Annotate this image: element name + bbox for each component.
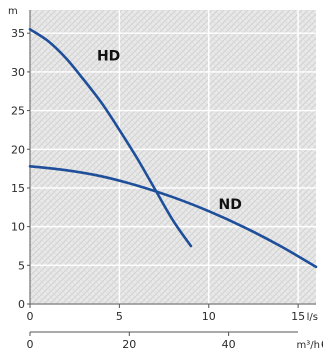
series-label-nd: ND bbox=[219, 197, 242, 213]
y-tick-label: 20 bbox=[11, 143, 25, 156]
y-tick-label: 15 bbox=[11, 182, 25, 195]
labels-group: HD ND bbox=[97, 48, 242, 213]
x2-axis-unit: m³/h bbox=[297, 340, 320, 351]
series-line-nd bbox=[28, 165, 318, 269]
x-tick-label: 15 bbox=[291, 310, 305, 323]
y-tick-label: 10 bbox=[11, 221, 25, 234]
y-tick-label: 25 bbox=[11, 105, 25, 118]
x2-tick-label: 40 bbox=[222, 338, 236, 351]
x-tick-label: 10 bbox=[202, 310, 216, 323]
x2-tick-label: 0 bbox=[27, 338, 34, 351]
x2-tick-label: 20 bbox=[122, 338, 136, 351]
y-tick-label: 35 bbox=[11, 27, 25, 40]
x-tick-label: 0 bbox=[27, 310, 34, 323]
x2-tick-label: 60 bbox=[321, 338, 323, 351]
series-group bbox=[28, 28, 318, 269]
x-axis-unit: l/s bbox=[307, 312, 318, 323]
series-line-hd bbox=[28, 28, 193, 248]
y-tick-label: 5 bbox=[18, 259, 25, 272]
series-label-hd: HD bbox=[97, 48, 120, 64]
x-tick-label: 5 bbox=[116, 310, 123, 323]
y-axis-unit: m bbox=[8, 6, 18, 17]
y-tick-label: 0 bbox=[18, 298, 25, 311]
plot-background bbox=[30, 10, 316, 304]
y-tick-label: 30 bbox=[11, 66, 25, 79]
